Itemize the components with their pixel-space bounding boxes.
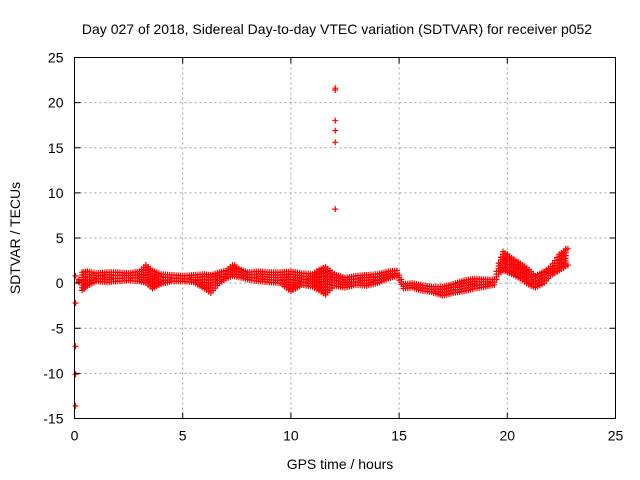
y-tick-label: -15 — [43, 411, 63, 427]
y-tick-label: 5 — [56, 230, 64, 246]
data-point — [564, 262, 571, 269]
grid — [74, 57, 616, 419]
data-point — [562, 245, 569, 252]
data-point — [72, 343, 79, 350]
data-point — [332, 206, 339, 213]
y-tick-label: 0 — [56, 275, 64, 291]
data-point — [72, 402, 79, 409]
data-point — [504, 251, 511, 258]
x-tick-label: 20 — [500, 428, 516, 444]
data-point — [231, 262, 238, 269]
data-point — [332, 117, 339, 124]
data-point — [398, 276, 405, 283]
data-point — [332, 139, 339, 146]
x-tick-label: 10 — [283, 428, 299, 444]
data-point — [396, 272, 403, 279]
data-point — [332, 127, 339, 134]
y-tick-label: -5 — [51, 320, 64, 336]
data-point — [72, 371, 79, 378]
y-tick-label: 20 — [48, 95, 64, 111]
y-tick-label: 15 — [48, 140, 64, 156]
y-tick-label: 10 — [48, 185, 64, 201]
y-tick-label: 25 — [48, 50, 64, 66]
data-point — [332, 85, 339, 92]
y-axis-title: SDTVAR / TECUs — [7, 182, 23, 294]
x-tick-label: 15 — [391, 428, 407, 444]
x-tick-label: 5 — [179, 428, 187, 444]
x-tick-label: 0 — [71, 428, 79, 444]
data-marks — [72, 85, 571, 409]
data-point — [72, 299, 79, 306]
data-point — [72, 272, 79, 279]
y-tick-label: -10 — [43, 365, 63, 381]
axis-ticks: 0 5 10 15 20 25 -15 -10 -5 0 5 10 15 20 25 — [43, 50, 623, 444]
data-point — [142, 262, 149, 269]
chart-title: Day 027 of 2018, Sidereal Day-to-day VTE… — [82, 21, 592, 37]
x-axis-title: GPS time / hours — [287, 456, 394, 472]
x-tick-label: 25 — [608, 428, 624, 444]
data-point — [393, 267, 400, 274]
